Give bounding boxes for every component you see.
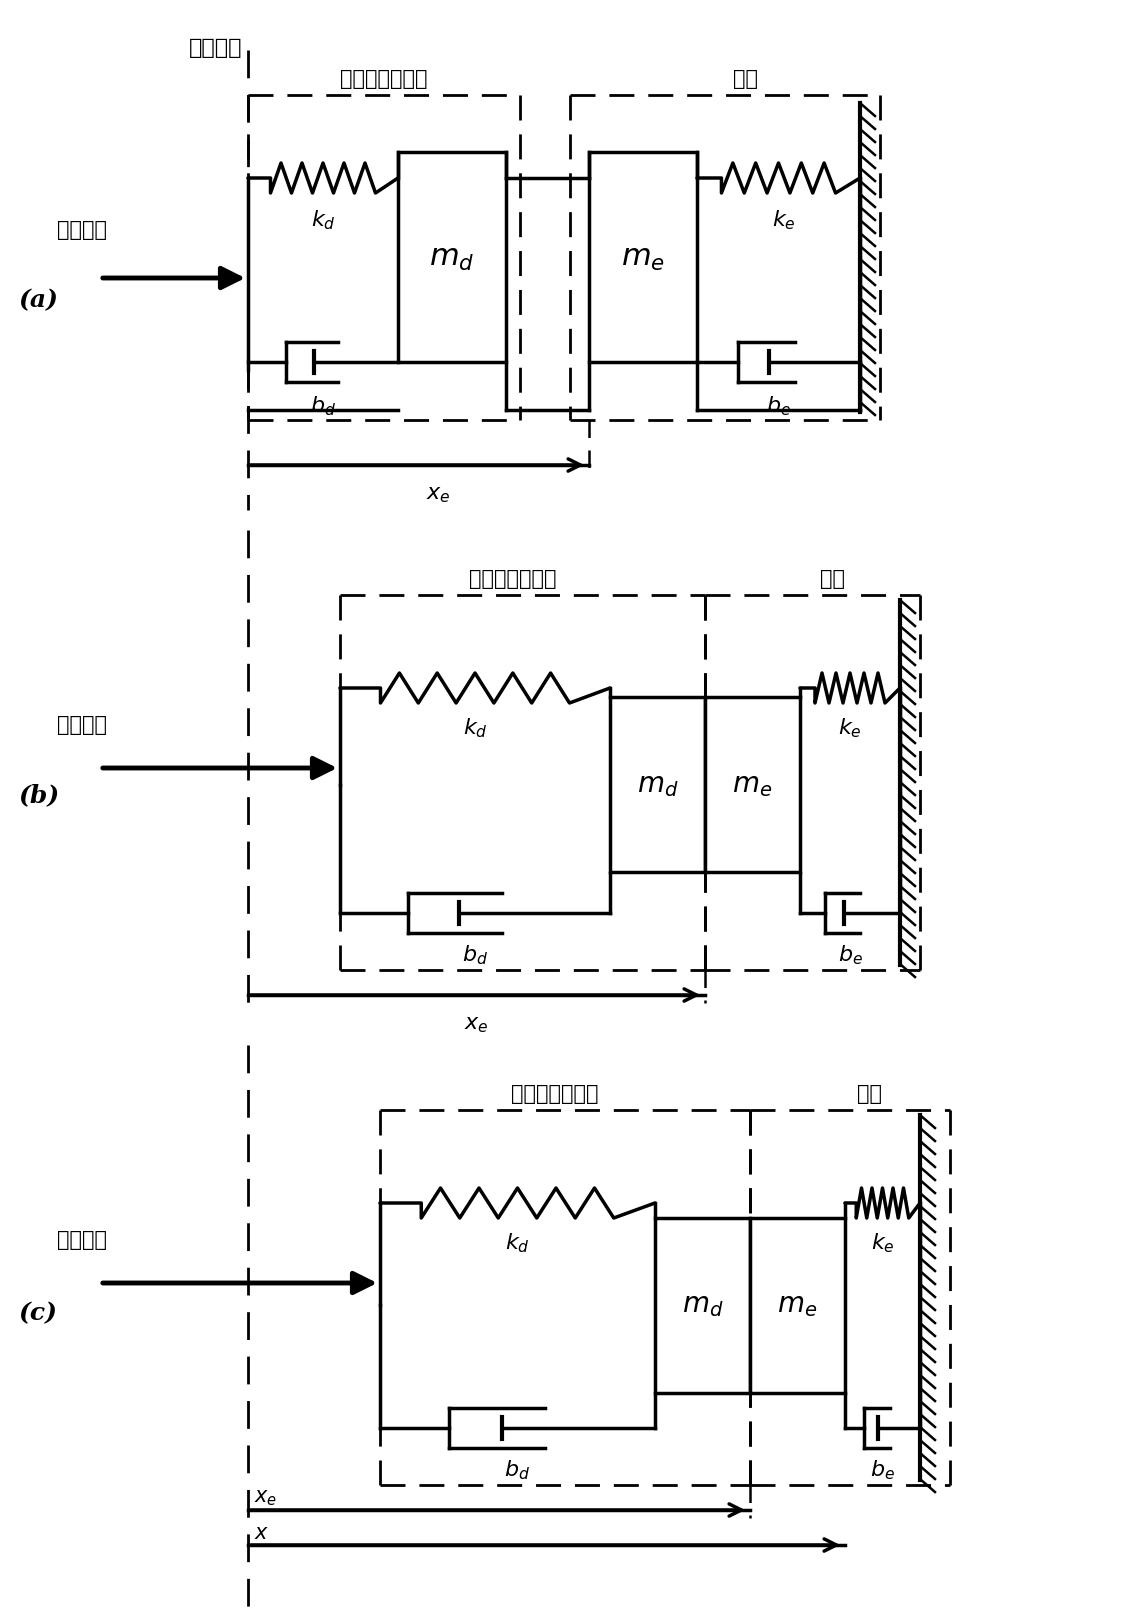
Text: $k_e$: $k_e$ xyxy=(838,716,862,740)
Text: 前进方向: 前进方向 xyxy=(57,716,107,735)
Bar xyxy=(705,698,800,873)
Text: (a): (a) xyxy=(18,288,58,312)
Text: $m_d$: $m_d$ xyxy=(682,1292,723,1318)
Text: 环境: 环境 xyxy=(857,1085,882,1104)
Text: $b_e$: $b_e$ xyxy=(870,1459,896,1481)
Text: $m_d$: $m_d$ xyxy=(430,241,475,272)
Text: $x_e$: $x_e$ xyxy=(426,482,451,505)
Text: $b_e$: $b_e$ xyxy=(837,942,863,967)
Text: 前进方向: 前进方向 xyxy=(57,1230,107,1250)
Bar xyxy=(590,152,698,363)
Text: $m_e$: $m_e$ xyxy=(732,772,773,798)
Text: $m_e$: $m_e$ xyxy=(777,1292,818,1318)
Text: $k_d$: $k_d$ xyxy=(505,1230,530,1255)
Text: 前进方向: 前进方向 xyxy=(57,220,107,240)
Text: $b_d$: $b_d$ xyxy=(310,393,336,418)
Bar xyxy=(655,1217,750,1392)
Text: $b_e$: $b_e$ xyxy=(766,393,791,418)
Text: $m_d$: $m_d$ xyxy=(637,772,678,798)
Text: $m_e$: $m_e$ xyxy=(621,241,665,272)
Text: $k_e$: $k_e$ xyxy=(871,1230,894,1255)
Text: $b_d$: $b_d$ xyxy=(504,1459,531,1481)
Text: 未端执行器手指: 未端执行器手指 xyxy=(469,568,556,589)
Bar xyxy=(610,698,705,873)
Text: 环境: 环境 xyxy=(820,568,845,589)
Text: $k_e$: $k_e$ xyxy=(772,207,795,232)
Text: $x_e$: $x_e$ xyxy=(254,1488,277,1507)
Text: 环境: 环境 xyxy=(732,70,757,89)
Text: 未端执行器手指: 未端执行器手指 xyxy=(340,70,428,89)
Bar xyxy=(398,152,506,363)
Text: 未端执行器手指: 未端执行器手指 xyxy=(511,1085,598,1104)
Text: $x_e$: $x_e$ xyxy=(465,1013,488,1035)
Bar xyxy=(750,1217,845,1392)
Text: $k_d$: $k_d$ xyxy=(310,207,335,232)
Text: (c): (c) xyxy=(18,1302,57,1324)
Text: (b): (b) xyxy=(18,784,60,806)
Text: 初始位置: 初始位置 xyxy=(189,37,242,58)
Text: $b_d$: $b_d$ xyxy=(462,942,488,967)
Text: $k_d$: $k_d$ xyxy=(462,716,487,740)
Text: $x$: $x$ xyxy=(254,1523,269,1543)
